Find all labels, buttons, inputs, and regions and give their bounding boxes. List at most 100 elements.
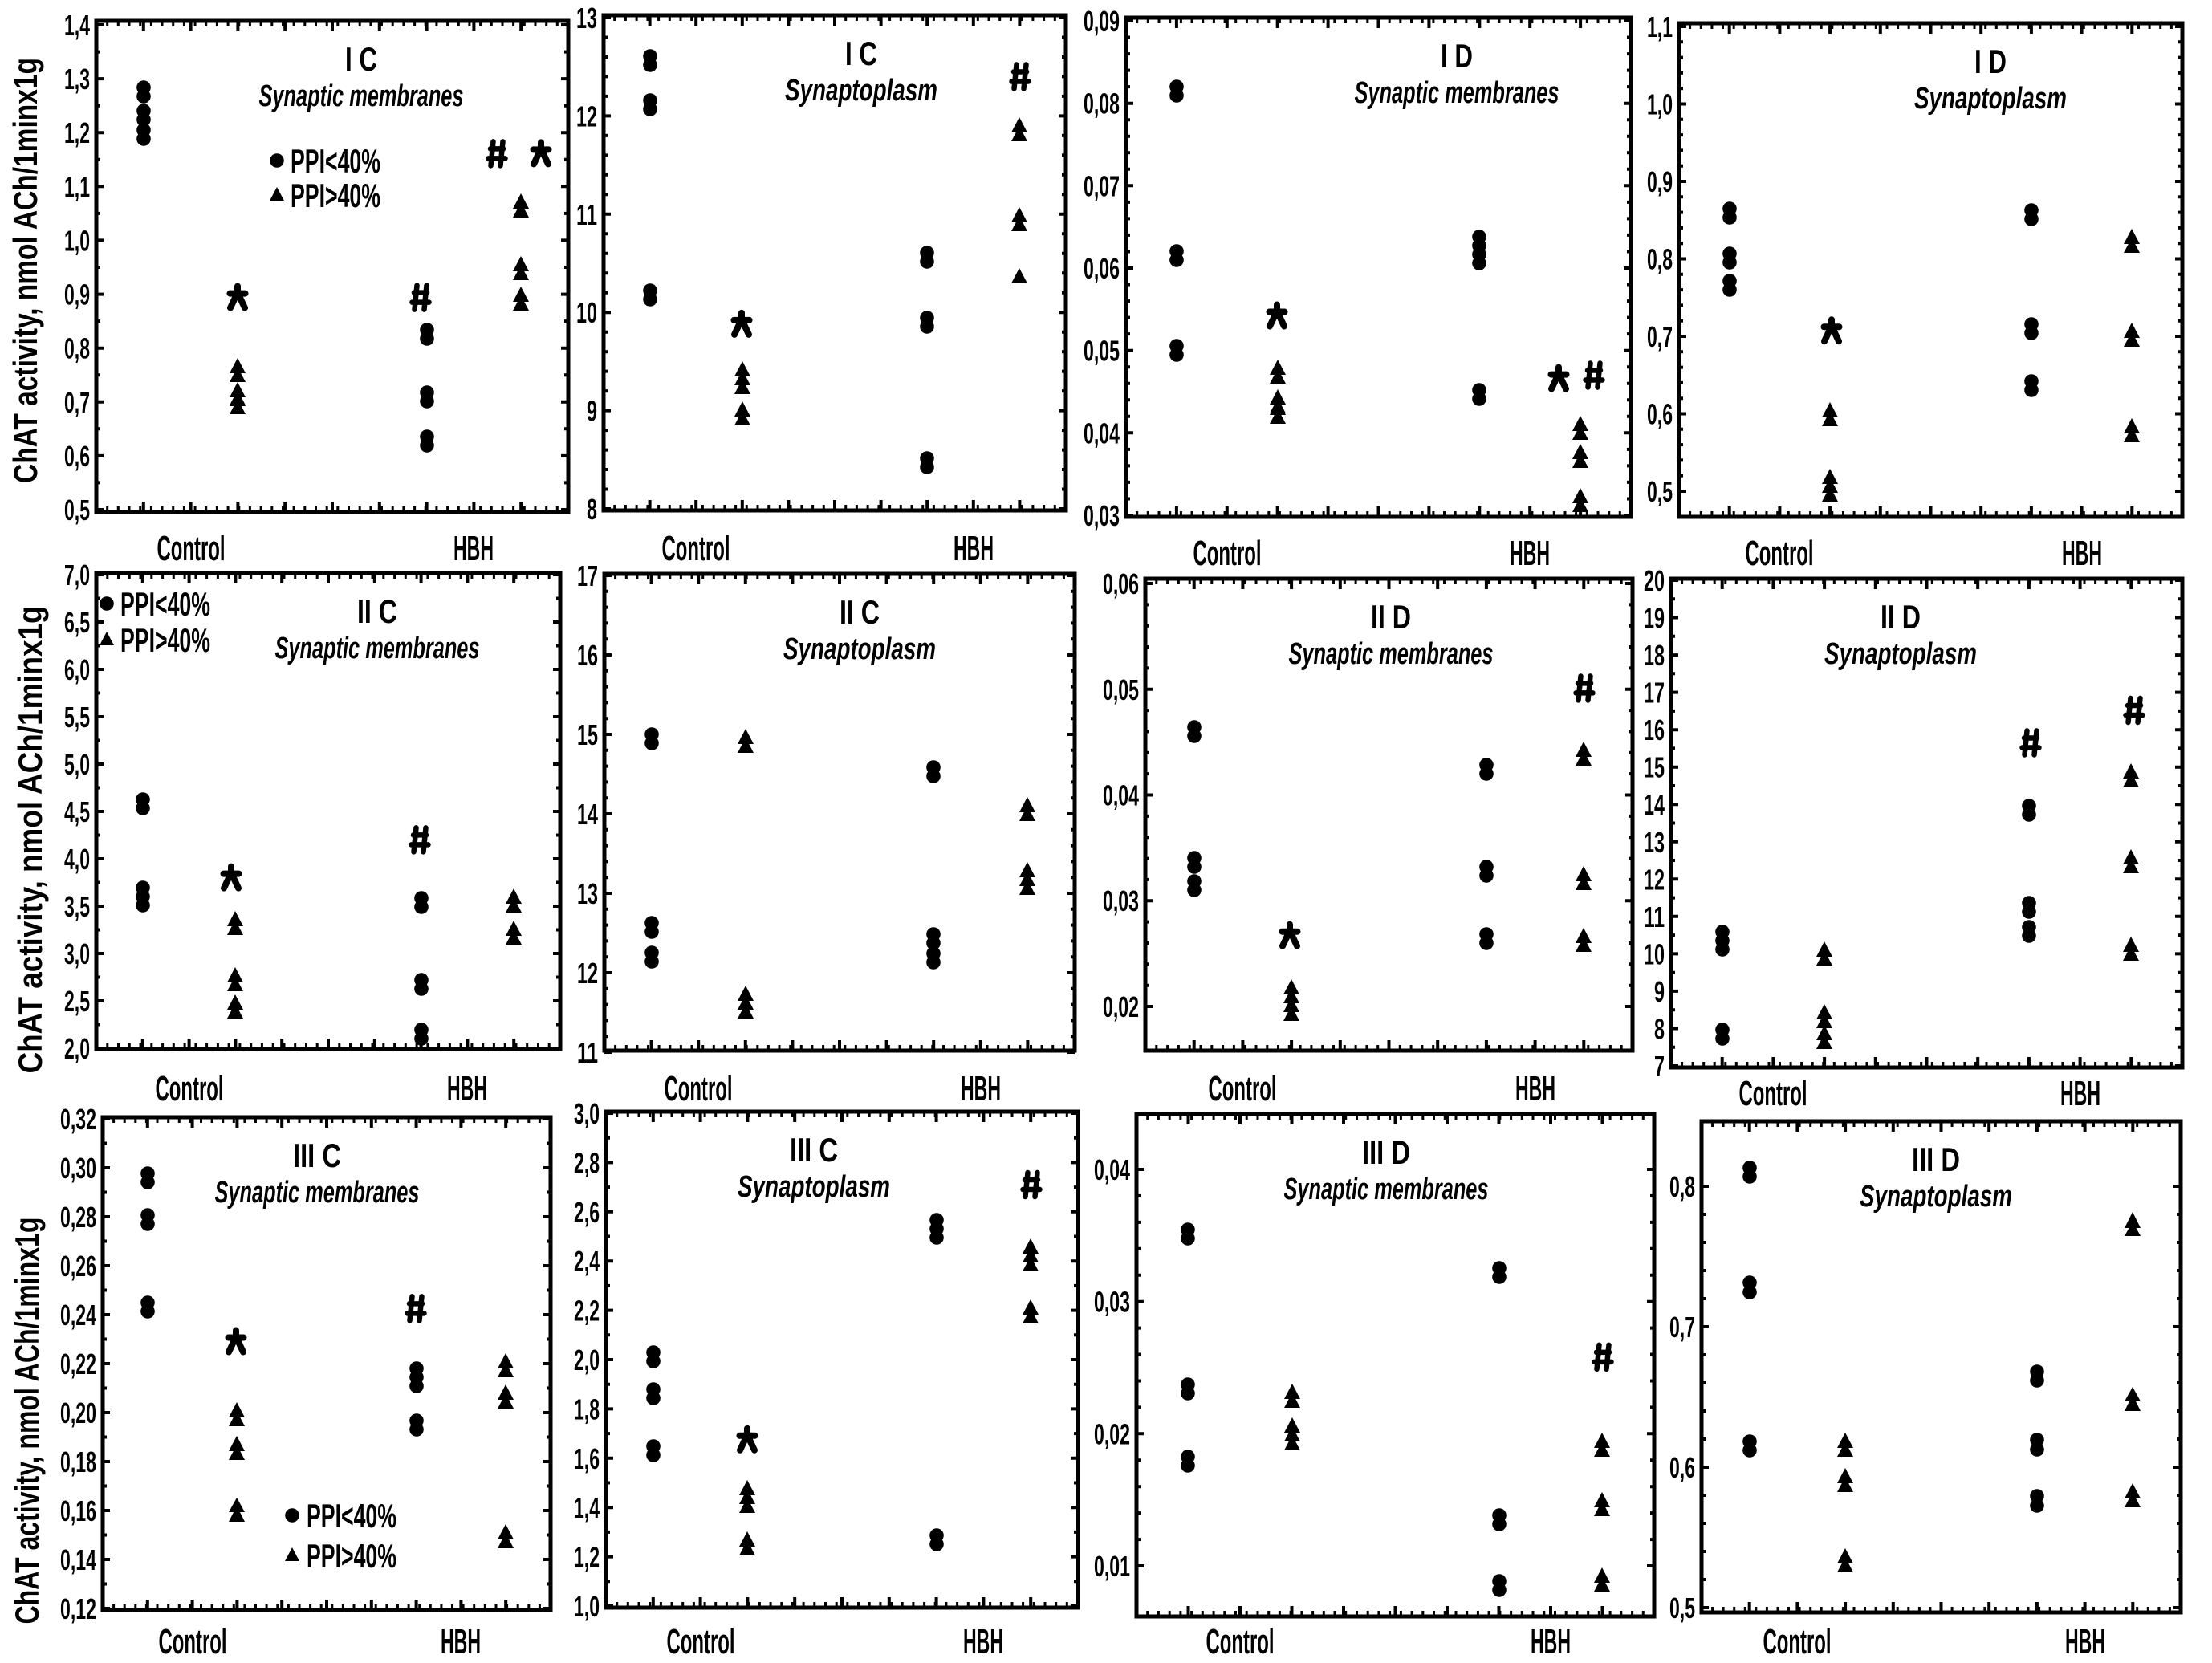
svg-text:1,0: 1,0 [1647,88,1673,121]
svg-text:12: 12 [576,100,597,132]
svg-text:0,7: 0,7 [1669,1311,1695,1344]
svg-text:Synaptoplasm: Synaptoplasm [785,74,937,108]
svg-text:0,7: 0,7 [64,386,90,419]
svg-text:0,28: 0,28 [60,1201,96,1234]
svg-text:III D: III D [1912,1141,1960,1178]
svg-text:Control: Control [159,1622,227,1659]
svg-text:18: 18 [1644,639,1665,672]
svg-text:0,6: 0,6 [1647,398,1673,431]
svg-text:HBH: HBH [441,1622,481,1659]
svg-text:0,02: 0,02 [1103,990,1139,1023]
svg-text:II D: II D [1881,598,1921,636]
svg-text:0,7: 0,7 [1647,320,1673,353]
svg-text:1,1: 1,1 [64,170,90,203]
svg-text:9: 9 [587,395,597,428]
svg-text:13: 13 [577,877,598,910]
svg-text:ChAT activity, nmol ACh/1minx1: ChAT activity, nmol ACh/1minx1g [6,58,44,483]
svg-text:0,30: 0,30 [60,1152,96,1185]
svg-text:16: 16 [1644,714,1665,746]
svg-text:Synaptoplasm: Synaptoplasm [1824,637,1977,671]
svg-text:I D: I D [1441,37,1473,75]
svg-text:0,02: 0,02 [1094,1417,1130,1450]
svg-text:1,6: 1,6 [574,1442,600,1475]
svg-text:Control: Control [662,529,730,568]
svg-text:1,2: 1,2 [574,1541,600,1574]
svg-text:1,1: 1,1 [1647,10,1673,43]
svg-text:PPI<40%: PPI<40% [307,1497,396,1535]
svg-text:6,0: 6,0 [64,653,90,686]
svg-text:1,8: 1,8 [574,1393,600,1425]
svg-text:1,0: 1,0 [574,1590,600,1623]
svg-text:15: 15 [1644,751,1665,784]
svg-text:0,9: 0,9 [64,279,90,311]
svg-text:1,3: 1,3 [64,63,90,96]
svg-text:I C: I C [345,40,377,78]
svg-text:0,05: 0,05 [1084,335,1120,368]
svg-text:0,04: 0,04 [1103,779,1139,812]
svg-text:7,0: 7,0 [64,559,90,592]
svg-text:Synaptoplasm: Synaptoplasm [1860,1180,2012,1214]
svg-text:3,5: 3,5 [64,890,90,923]
svg-text:Synaptoplasm: Synaptoplasm [783,632,936,666]
svg-text:11: 11 [576,198,597,231]
svg-text:I D: I D [1974,43,2007,80]
svg-text:0,18: 0,18 [60,1445,96,1478]
svg-text:4,5: 4,5 [64,795,90,828]
svg-text:3,0: 3,0 [64,937,90,970]
svg-text:Control: Control [1209,1069,1277,1108]
svg-text:Control: Control [1739,1074,1807,1113]
svg-text:13: 13 [576,2,597,35]
svg-text:8: 8 [1654,1013,1665,1046]
svg-text:11: 11 [577,1036,598,1069]
svg-text:8: 8 [587,493,597,526]
svg-text:17: 17 [577,559,598,592]
svg-text:0,03: 0,03 [1094,1286,1130,1319]
svg-text:II C: II C [357,592,397,630]
svg-text:0,32: 0,32 [60,1103,96,1136]
svg-text:Synaptic membranes: Synaptic membranes [1284,1173,1489,1206]
svg-text:PPI<40%: PPI<40% [120,585,210,623]
svg-text:II C: II C [840,593,880,631]
svg-text:0,8: 0,8 [64,332,90,365]
svg-text:2,6: 2,6 [574,1196,600,1229]
svg-text:I C: I C [845,35,877,72]
svg-text:12: 12 [577,957,598,990]
svg-text:1,0: 1,0 [64,224,90,257]
svg-text:10: 10 [1644,937,1665,970]
svg-text:9: 9 [1654,975,1665,1008]
svg-text:2,0: 2,0 [64,1032,90,1065]
svg-text:Synaptoplasm: Synaptoplasm [738,1170,890,1204]
svg-text:0,5: 0,5 [1647,475,1673,508]
svg-text:PPI>40%: PPI>40% [291,177,380,214]
svg-text:5,0: 5,0 [64,748,90,781]
svg-text:6,5: 6,5 [64,606,90,639]
svg-text:12: 12 [1644,863,1665,896]
svg-text:1,4: 1,4 [574,1491,600,1524]
svg-text:HBH: HBH [453,529,494,568]
svg-text:0,01: 0,01 [1094,1550,1130,1583]
svg-text:2,2: 2,2 [574,1295,600,1328]
svg-text:Control: Control [1206,1622,1275,1659]
svg-text:0,04: 0,04 [1084,417,1120,449]
svg-text:HBH: HBH [961,1069,1001,1108]
svg-text:0,05: 0,05 [1103,673,1139,706]
svg-text:0,20: 0,20 [60,1397,96,1429]
svg-text:0,6: 0,6 [64,440,90,473]
svg-text:Control: Control [157,529,226,568]
svg-text:Synaptoplasm: Synaptoplasm [1914,82,2067,116]
svg-text:5,5: 5,5 [64,701,90,734]
svg-text:1,2: 1,2 [64,116,90,149]
svg-text:HBH: HBH [963,1622,1003,1659]
svg-text:19: 19 [1644,602,1665,635]
svg-text:0,06: 0,06 [1084,252,1120,285]
svg-text:HBH: HBH [1510,534,1550,573]
svg-text:16: 16 [577,639,598,672]
svg-text:HBH: HBH [954,529,994,568]
svg-text:15: 15 [577,718,598,751]
svg-text:0,6: 0,6 [1669,1451,1695,1484]
svg-text:0,04: 0,04 [1094,1153,1130,1186]
svg-text:II D: II D [1371,598,1411,636]
svg-text:Synaptic membranes: Synaptic membranes [1355,76,1559,110]
svg-text:Control: Control [156,1069,224,1108]
svg-text:Control: Control [1763,1622,1832,1659]
